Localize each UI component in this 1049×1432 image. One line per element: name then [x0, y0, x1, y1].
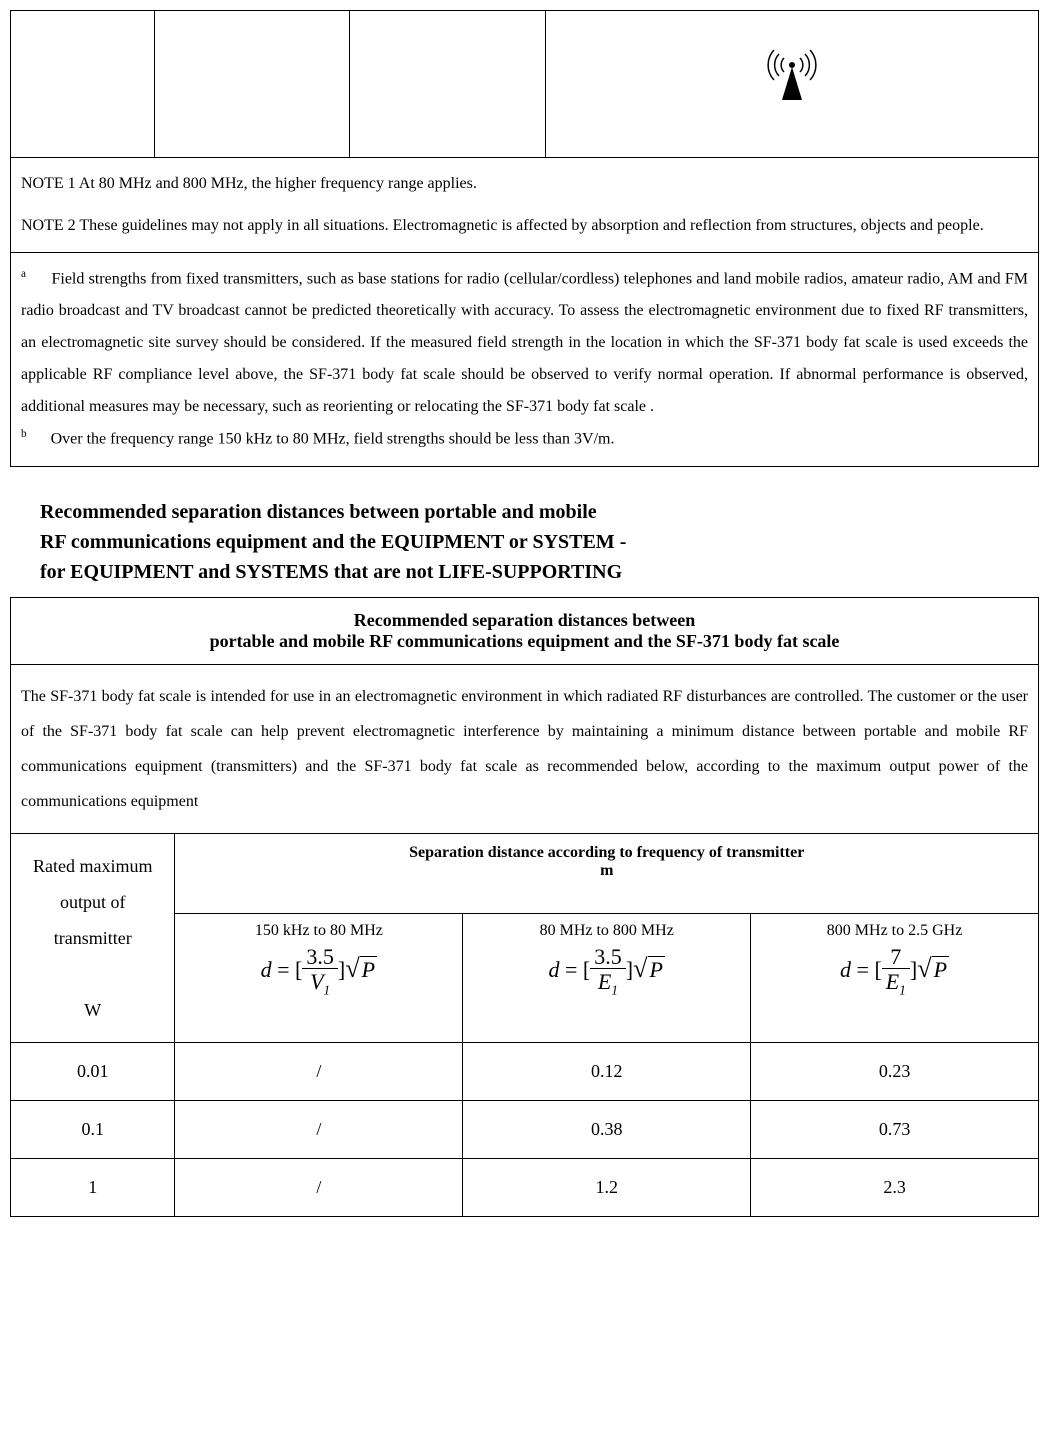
freq-col-2: 80 MHz to 800 MHz d = [3.5E1]√P	[463, 913, 751, 1043]
empty-cell	[350, 11, 545, 158]
section-title-line-3: for EQUIPMENT and SYSTEMS that are not L…	[40, 561, 622, 583]
rated-power-header: Rated maximum output of transmitter W	[11, 834, 175, 1043]
footnote-b-text: Over the frequency range 150 kHz to 80 M…	[51, 431, 615, 448]
formula-3-densub: 1	[899, 982, 906, 997]
table-row: 1 / 1.2 2.3	[11, 1159, 1039, 1217]
formula-1-num: 3.5	[302, 946, 338, 969]
footnote-b: b Over the frequency range 150 kHz to 80…	[21, 423, 1028, 455]
table-intro: The SF-371 body fat scale is intended fo…	[11, 664, 1039, 834]
table-header-line-2: portable and mobile RF communications eq…	[210, 631, 840, 651]
section-title: Recommended separation distances between…	[40, 497, 1039, 587]
formula-2-densub: 1	[611, 982, 618, 997]
formula-1-densub: 1	[324, 982, 331, 997]
separation-header: Separation distance according to frequen…	[175, 834, 1039, 913]
distance-2: 0.38	[463, 1101, 751, 1159]
notes-cell: NOTE 1 At 80 MHz and 800 MHz, the higher…	[11, 158, 1039, 253]
separation-header-text: Separation distance according to frequen…	[409, 844, 804, 861]
table-row: 0.1 / 0.38 0.73	[11, 1101, 1039, 1159]
distance-1: /	[175, 1043, 463, 1101]
empty-cell	[154, 11, 349, 158]
footnote-a: a Field strengths from fixed transmitter…	[21, 263, 1028, 423]
freq-col-1: 150 kHz to 80 MHz d = [3.5V1]√P	[175, 913, 463, 1043]
table-header-line-1: Recommended separation distances between	[354, 610, 695, 630]
table-row: 0.01 / 0.12 0.23	[11, 1043, 1039, 1101]
freq-3-label: 800 MHz to 2.5 GHz	[761, 922, 1028, 940]
empty-cell	[11, 11, 155, 158]
formula-3-den: E	[886, 969, 899, 994]
note-2: NOTE 2 These guidelines may not apply in…	[21, 210, 1028, 242]
distance-3: 0.23	[751, 1043, 1039, 1101]
freq-1-label: 150 kHz to 80 MHz	[185, 922, 452, 940]
distance-3: 0.73	[751, 1101, 1039, 1159]
power-value: 0.1	[11, 1101, 175, 1159]
power-value: 0.01	[11, 1043, 175, 1101]
section-title-line-1: Recommended separation distances between…	[40, 501, 597, 523]
footnote-b-marker: b	[21, 428, 27, 440]
table-header: Recommended separation distances between…	[11, 597, 1039, 664]
footnote-a-marker: a	[21, 268, 26, 280]
emc-notes-table: NOTE 1 At 80 MHz and 800 MHz, the higher…	[10, 10, 1039, 467]
formula-2: d = [3.5E1]√P	[473, 940, 740, 998]
distance-1: /	[175, 1159, 463, 1217]
antenna-cell	[545, 11, 1038, 158]
distance-1: /	[175, 1101, 463, 1159]
distance-3: 2.3	[751, 1159, 1039, 1217]
rated-power-unit: W	[84, 1000, 101, 1020]
note-1: NOTE 1 At 80 MHz and 800 MHz, the higher…	[21, 168, 1028, 200]
distance-2: 1.2	[463, 1159, 751, 1217]
formula-1: d = [3.5V1]√P	[185, 940, 452, 998]
freq-col-3: 800 MHz to 2.5 GHz d = [7E1]√P	[751, 913, 1039, 1043]
formula-2-den: E	[598, 969, 611, 994]
formula-2-num: 3.5	[590, 946, 626, 969]
rated-power-label: Rated maximum output of transmitter	[33, 856, 152, 948]
separation-distance-table: Recommended separation distances between…	[10, 597, 1039, 1218]
distance-2: 0.12	[463, 1043, 751, 1101]
section-title-line-2: RF communications equipment and the EQUI…	[40, 531, 626, 553]
formula-3-num: 7	[882, 946, 910, 969]
footnotes-cell: a Field strengths from fixed transmitter…	[11, 253, 1039, 467]
formula-3: d = [7E1]√P	[761, 940, 1028, 998]
separation-header-unit: m	[600, 862, 613, 879]
antenna-icon	[556, 45, 1028, 123]
formula-1-den: V	[310, 969, 323, 994]
footnote-a-text: Field strengths from fixed transmitters,…	[21, 270, 1028, 415]
freq-2-label: 80 MHz to 800 MHz	[473, 922, 740, 940]
power-value: 1	[11, 1159, 175, 1217]
